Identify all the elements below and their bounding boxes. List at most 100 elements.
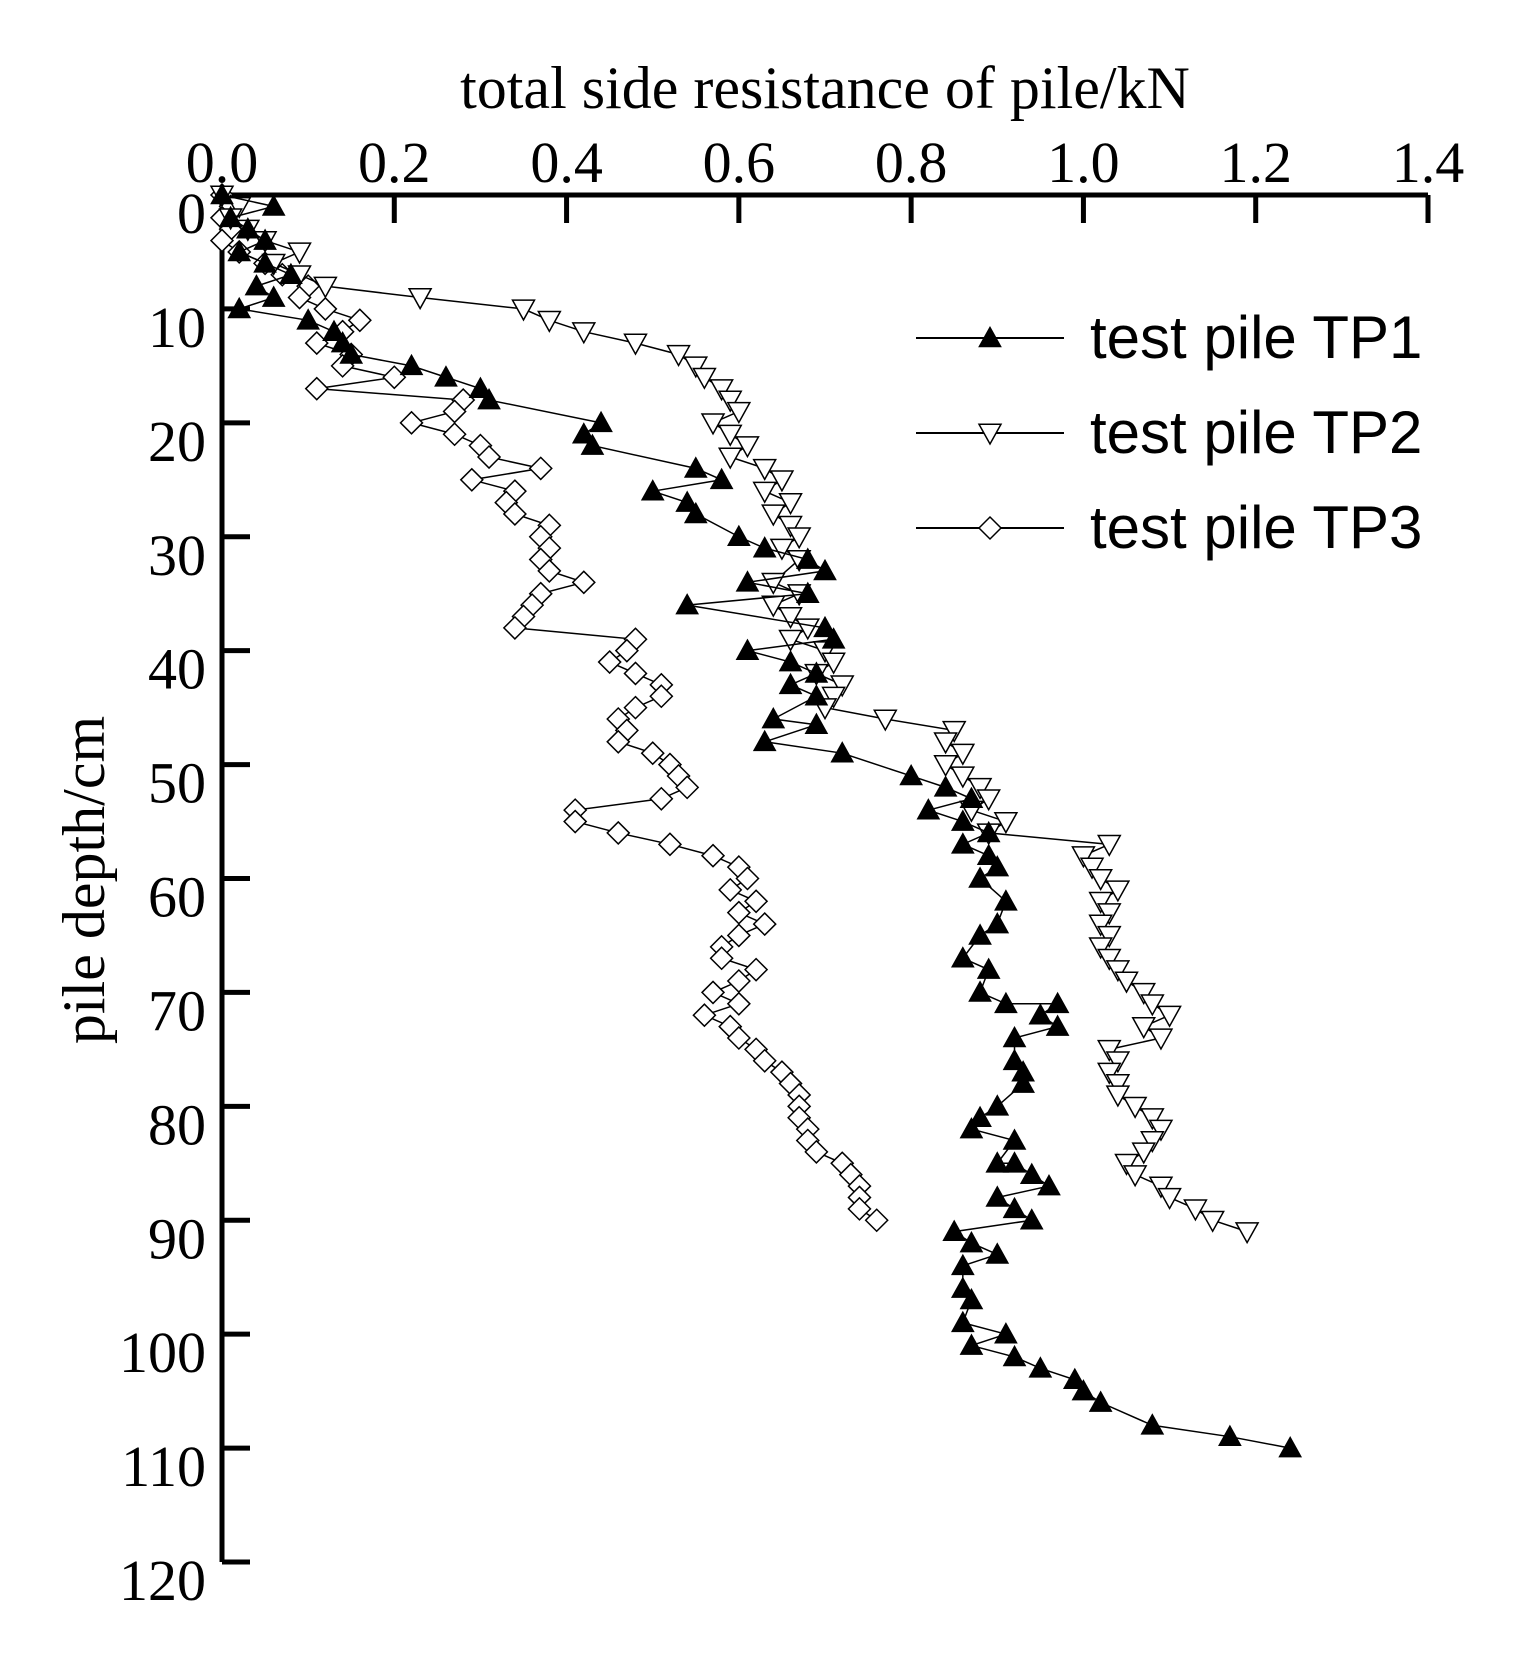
data-point-tp3 — [752, 1048, 777, 1073]
data-point-tp2 — [1088, 937, 1113, 960]
data-point-tp1 — [761, 706, 786, 729]
data-point-tp1 — [830, 741, 855, 763]
data-point-tp2 — [993, 811, 1019, 835]
data-point-tp3 — [399, 410, 424, 435]
data-point-tp1 — [899, 763, 923, 786]
data-point-tp2 — [761, 504, 786, 527]
data-point-tp3 — [304, 331, 329, 356]
data-point-tp2 — [761, 572, 786, 595]
data-point-tp3 — [744, 889, 769, 914]
series-line-tp1 — [221, 194, 1291, 1449]
data-point-tp1 — [994, 1322, 1018, 1344]
data-point-tp1 — [253, 228, 277, 250]
data-point-tp1 — [968, 923, 992, 945]
data-point-tp3 — [209, 228, 235, 253]
data-point-tp2 — [511, 299, 536, 322]
data-point-tp3 — [718, 877, 743, 902]
x-tick-label: 0.4 — [530, 130, 603, 195]
data-point-tp2 — [1096, 948, 1122, 971]
data-point-tp2 — [692, 367, 717, 390]
data-point-tp1 — [339, 342, 364, 364]
data-point-tp1 — [1002, 1151, 1027, 1173]
data-point-tp1 — [950, 1276, 975, 1298]
data-point-tp1 — [735, 570, 760, 592]
data-point-tp1 — [235, 217, 260, 239]
data-point-tp3 — [726, 1025, 751, 1051]
data-point-tp1 — [227, 296, 252, 319]
data-point-tp2 — [735, 436, 760, 459]
data-point-tp1 — [468, 376, 493, 398]
data-point-tp2 — [778, 493, 803, 516]
series-tp1 — [210, 182, 1303, 1458]
data-point-tp2 — [821, 652, 846, 675]
data-point-tp1 — [959, 1117, 984, 1139]
data-point-tp2 — [1105, 960, 1131, 983]
y-tick-label: 70 — [148, 978, 206, 1043]
data-point-tp1 — [804, 712, 829, 735]
y-tick-label: 20 — [148, 409, 206, 474]
plot-area — [209, 182, 1303, 1458]
data-point-tp1 — [1002, 1025, 1027, 1048]
data-point-tp1 — [1028, 1003, 1053, 1025]
data-point-tp1 — [994, 991, 1018, 1014]
data-point-tp1 — [976, 957, 1001, 979]
y-tick-label: 120 — [119, 1548, 206, 1613]
data-point-tp1 — [1062, 1367, 1087, 1390]
data-point-tp2 — [752, 481, 777, 504]
data-point-tp1 — [752, 536, 777, 558]
data-point-tp2 — [976, 789, 1001, 812]
data-point-tp2 — [1096, 925, 1122, 949]
data-point-tp1 — [735, 638, 760, 660]
data-point-tp3 — [649, 786, 674, 811]
x-tick-label: 1.4 — [1392, 130, 1465, 195]
data-point-tp1 — [322, 319, 346, 341]
data-point-tp3 — [623, 695, 648, 720]
data-point-tp2 — [666, 344, 691, 368]
data-point-tp3 — [657, 832, 683, 857]
data-point-tp2 — [829, 675, 855, 698]
data-point-tp3 — [287, 285, 312, 310]
data-point-tp2 — [1096, 1062, 1122, 1085]
data-point-tp2 — [1140, 1130, 1165, 1154]
data-point-tp2 — [1148, 1028, 1174, 1051]
data-point-tp1 — [640, 479, 665, 501]
data-point-tp2 — [1140, 1108, 1165, 1131]
data-point-tp1 — [985, 1151, 1010, 1173]
data-point-tp2 — [571, 322, 597, 345]
data-point-tp3 — [502, 615, 527, 640]
y-axis-title: pile depth/cm — [51, 716, 117, 1044]
data-point-tp1 — [795, 547, 820, 569]
data-point-tp2 — [1140, 994, 1165, 1017]
data-point-tp1 — [675, 593, 700, 615]
data-point-tp1 — [1011, 1071, 1035, 1093]
data-point-tp1 — [683, 456, 708, 478]
data-point-tp2 — [1148, 1176, 1174, 1199]
data-point-tp2 — [1105, 880, 1131, 903]
data-point-tp2 — [1071, 846, 1096, 869]
data-point-tp3 — [700, 843, 726, 868]
data-point-tp2 — [778, 515, 803, 538]
data-point-tp2 — [933, 732, 958, 755]
data-point-tp3 — [804, 1139, 829, 1164]
data-point-tp1 — [968, 1105, 992, 1128]
data-point-tp2 — [1200, 1210, 1225, 1233]
y-tick-label: 80 — [148, 1092, 206, 1157]
data-point-tp2 — [1105, 1074, 1131, 1097]
data-point-tp2 — [778, 629, 803, 652]
data-point-tp2 — [1131, 1017, 1157, 1040]
data-point-tp2 — [1088, 891, 1113, 914]
data-point-tp2 — [1079, 857, 1105, 880]
data-point-tp2 — [700, 413, 726, 436]
data-point-tp1 — [950, 1253, 975, 1276]
data-point-tp1 — [1037, 1174, 1061, 1196]
data-point-tp2 — [709, 379, 734, 402]
data-point-tp1 — [1028, 1356, 1053, 1378]
data-point-tp1 — [1088, 1390, 1113, 1412]
data-point-tp2 — [821, 686, 846, 709]
data-point-tp1 — [804, 661, 829, 683]
data-point-tp2 — [769, 470, 795, 493]
data-point-tp2 — [1122, 1165, 1148, 1188]
data-point-tp1 — [244, 274, 269, 296]
data-point-tp1 — [330, 331, 355, 353]
